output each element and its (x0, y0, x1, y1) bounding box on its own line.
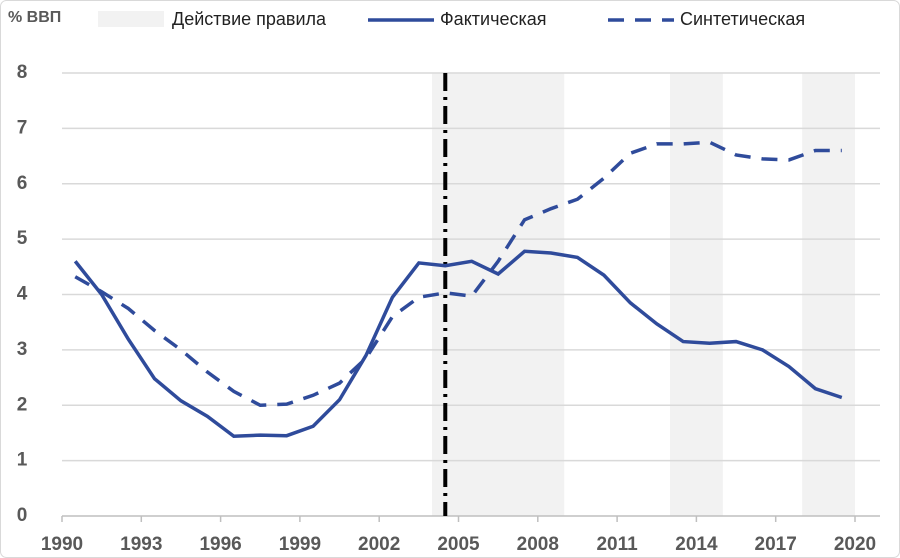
x-tick-label: 2017 (755, 534, 797, 555)
x-tick-label: 2002 (358, 534, 400, 555)
x-tick-label: 2005 (437, 534, 480, 555)
x-tick-label: 2014 (675, 534, 718, 555)
y-tick-label: 2 (17, 394, 28, 415)
legend-label: Фактическая (440, 9, 547, 29)
y-tick-label: 8 (17, 62, 28, 83)
series-line (74, 140, 842, 408)
legend-swatch (98, 11, 164, 27)
x-tick-label: 1990 (41, 534, 83, 555)
y-tick-label: 5 (17, 228, 28, 249)
y-tick-label: 7 (17, 117, 28, 138)
y-tick-label: 0 (17, 505, 28, 526)
x-tick-label: 1999 (279, 534, 321, 555)
series-line (73, 249, 843, 439)
x-tick-label: 2011 (596, 534, 638, 555)
y-tick-label: 1 (17, 450, 28, 471)
x-tick-label: 2020 (834, 534, 876, 555)
legend-label: Действие правила (172, 9, 327, 29)
y-tick-label: 4 (17, 284, 28, 305)
x-tick-label: 1993 (120, 534, 162, 555)
x-tick-label: 2008 (517, 534, 559, 555)
y-tick-label: 6 (17, 173, 28, 194)
y-axis-label: % ВВП (8, 9, 61, 26)
x-tick-label: 1996 (199, 534, 241, 555)
y-tick-label: 3 (17, 339, 28, 360)
legend-label: Синтетическая (680, 9, 805, 29)
